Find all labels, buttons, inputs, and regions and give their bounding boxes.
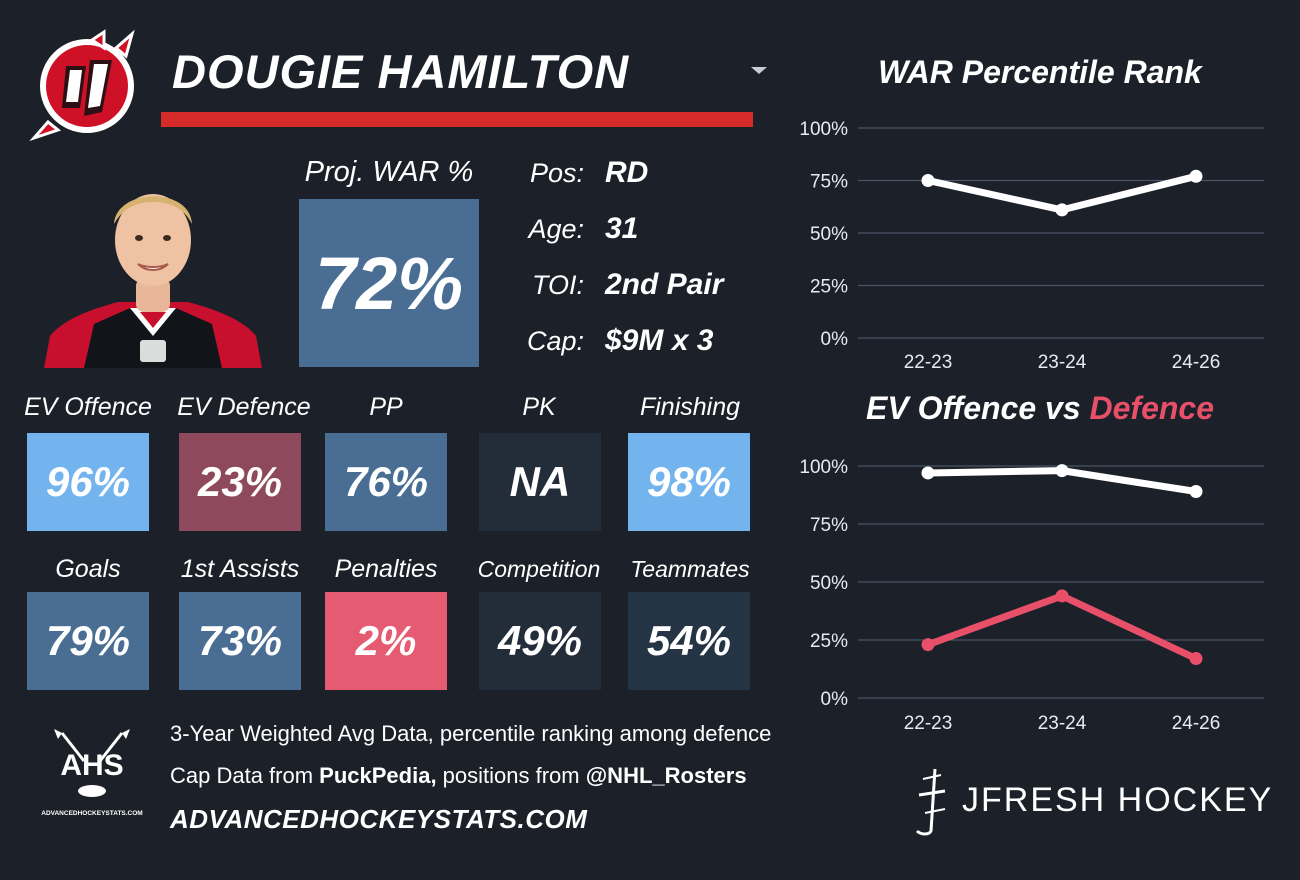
- y-tick-label: 25%: [810, 277, 848, 298]
- info-value-pos: RD: [605, 156, 649, 189]
- tile-pk: NA: [479, 433, 601, 531]
- tile-label-pk: PK: [522, 393, 556, 421]
- info-value-cap: $9M x 3: [605, 324, 714, 357]
- tile-label-penalties: Penalties: [334, 555, 438, 583]
- puckpedia-link[interactable]: PuckPedia,: [319, 763, 437, 788]
- y-tick-label: 50%: [810, 573, 848, 594]
- team-logo: [28, 26, 146, 144]
- proj-war-label: Proj. WAR %: [304, 156, 474, 188]
- tile-label-ev-offence: EV Offence: [24, 393, 152, 421]
- tile-ev-defence: 23%: [179, 433, 301, 531]
- war-chart-title: WAR Percentile Rank: [878, 54, 1202, 90]
- info-value-toi: 2nd Pair: [605, 268, 724, 301]
- tile-label-teammates: Teammates: [630, 556, 750, 582]
- tile-competition: 49%: [479, 592, 601, 690]
- footer-sources-prefix: Cap Data from: [170, 763, 320, 788]
- data-point: [1189, 485, 1203, 499]
- jfresh-hockey-brand: JFRESH HOCKEY: [962, 781, 1274, 819]
- data-point: [1055, 203, 1069, 217]
- player-select-dropdown[interactable]: [748, 62, 770, 78]
- tile-label-finishing: Finishing: [639, 393, 741, 421]
- ahs-logo-subtext: ADVANCEDHOCKEYSTATS.COM: [41, 810, 142, 817]
- data-point: [921, 466, 935, 480]
- website-link[interactable]: ADVANCEDHOCKEYSTATS.COM: [170, 804, 588, 834]
- footer-note-data: 3-Year Weighted Avg Data, percentile ran…: [170, 721, 772, 746]
- y-tick-label: 25%: [810, 631, 848, 652]
- data-point: [1189, 652, 1203, 666]
- tile-label-1st-assists: 1st Assists: [180, 555, 300, 583]
- new-jersey-devils-logo-icon: [29, 29, 135, 142]
- y-tick-label: 50%: [810, 224, 848, 245]
- x-tick-label: 24-26: [1172, 713, 1221, 734]
- y-tick-label: 100%: [799, 457, 848, 478]
- jfresh-logo: [905, 765, 957, 837]
- info-label-cap: Cap:: [526, 326, 584, 356]
- info-value-age: 31: [605, 212, 639, 245]
- data-point: [1189, 169, 1203, 183]
- info-label-age: Age:: [528, 214, 584, 244]
- tile-label-goals: Goals: [55, 555, 121, 583]
- ahs-logo: AHS ADVANCEDHOCKEYSTATS.COM: [40, 727, 144, 823]
- ev-chart-title-offence: EV Offence vs: [865, 390, 1090, 426]
- tile-goals: 79%: [27, 592, 149, 690]
- info-label-pos: Pos:: [529, 158, 584, 188]
- ahs-logo-text: AHS: [60, 749, 123, 782]
- y-tick-label: 0%: [821, 329, 849, 350]
- ahs-logo-icon: AHS ADVANCEDHOCKEYSTATS.COM: [41, 729, 143, 817]
- data-point: [921, 174, 935, 187]
- proj-war-value: 72%: [299, 199, 479, 367]
- tile-teammates: 54%: [628, 592, 750, 690]
- tile-penalties: 2%: [325, 592, 447, 690]
- x-tick-label: 23-24: [1038, 713, 1087, 734]
- footer-note-sources: Cap Data from PuckPedia, positions from …: [170, 761, 747, 791]
- series-line-1: [924, 592, 1200, 663]
- chevron-down-icon: [751, 67, 767, 74]
- team-color-bar: [161, 112, 753, 127]
- player-headshot: [44, 168, 262, 368]
- tile-pp: 76%: [325, 433, 447, 531]
- war-percentile-chart: 0% 25% 50% 75% 100% 22-23 23-24 24-26: [799, 119, 1264, 373]
- footer-sources-mid: positions from: [436, 763, 586, 788]
- y-tick-label: 75%: [810, 515, 848, 536]
- tile-label-ev-defence: EV Defence: [177, 393, 311, 421]
- data-point: [921, 638, 935, 652]
- x-tick-label: 24-26: [1172, 352, 1221, 373]
- info-label-toi: TOI:: [531, 270, 584, 300]
- tile-label-pp: PP: [369, 393, 403, 421]
- y-tick-label: 100%: [799, 119, 848, 140]
- ev-chart-title-defence: Defence: [1089, 390, 1215, 426]
- data-point: [1055, 589, 1069, 603]
- tile-1st-assists: 73%: [179, 592, 301, 690]
- tile-finishing: 98%: [628, 433, 750, 531]
- data-point: [1055, 464, 1069, 478]
- x-tick-label: 22-23: [904, 713, 953, 734]
- player-headshot-icon: [44, 194, 262, 368]
- tile-label-competition: Competition: [477, 556, 601, 582]
- y-tick-label: 0%: [821, 689, 849, 710]
- player-name: DOUGIE HAMILTON: [172, 45, 630, 98]
- nhl-rosters-link[interactable]: @NHL_Rosters: [585, 763, 747, 788]
- x-tick-label: 22-23: [904, 352, 953, 373]
- y-tick-label: 75%: [810, 172, 848, 193]
- tile-ev-offence: 96%: [27, 433, 149, 531]
- x-tick-label: 23-24: [1038, 352, 1087, 373]
- ev-chart-title: EV Offence vs Defence: [820, 386, 1260, 430]
- ev-offence-defence-chart: 0% 25% 50% 75% 100% 22-23 23-24 24-26: [799, 457, 1264, 734]
- jfresh-logo-icon: [915, 768, 946, 836]
